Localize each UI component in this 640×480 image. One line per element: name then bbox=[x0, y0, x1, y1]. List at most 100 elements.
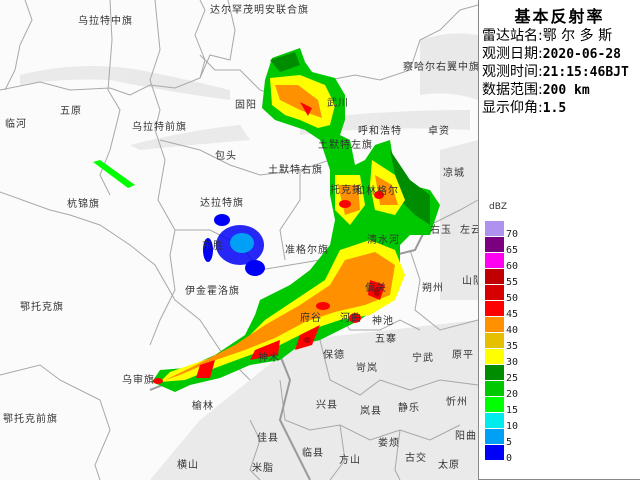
date-label: 观测日期: bbox=[482, 46, 543, 62]
info-panel: 基本反射率 雷达站名:鄂 尔 多 斯 观测日期:2020-06-28 观测时间:… bbox=[478, 0, 640, 480]
place-label: 五原 bbox=[60, 106, 82, 117]
legend-swatch bbox=[485, 365, 504, 380]
place-label: 武川 bbox=[327, 98, 349, 109]
legend-unit: dBZ bbox=[489, 202, 508, 212]
place-label: 偏关 bbox=[365, 283, 387, 294]
place-label: 古交 bbox=[405, 453, 427, 464]
place-label: 左云 bbox=[460, 225, 482, 236]
legend-value: 35 bbox=[506, 341, 519, 352]
elevation-label: 显示仰角: bbox=[482, 100, 543, 116]
legend-value: 0 bbox=[506, 453, 513, 464]
place-label: 静乐 bbox=[398, 403, 420, 414]
place-label: 伊金霍洛旗 bbox=[185, 286, 240, 297]
echo-dark-red bbox=[303, 287, 380, 343]
legend-swatch bbox=[485, 397, 504, 412]
place-label: 神池 bbox=[372, 316, 394, 327]
legend-value: 30 bbox=[506, 357, 519, 368]
date-value: 2020-06-28 bbox=[542, 47, 621, 62]
station-label: 雷达站名: bbox=[482, 28, 543, 44]
place-label: 临河 bbox=[5, 119, 27, 130]
place-label: 朔州 bbox=[422, 283, 444, 294]
place-label: 宁武 bbox=[412, 353, 434, 364]
place-label: 兴县 bbox=[316, 400, 338, 411]
place-label: 清水河 bbox=[367, 235, 400, 246]
legend-value: 60 bbox=[506, 261, 519, 272]
legend-value: 15 bbox=[506, 405, 519, 416]
place-label: 忻州 bbox=[446, 397, 468, 408]
legend-swatch bbox=[485, 445, 504, 460]
place-label: 方山 bbox=[339, 455, 361, 466]
elevation-row: 显示仰角:1.5 bbox=[482, 100, 566, 117]
place-label: 和林格尔 bbox=[355, 186, 399, 197]
echo-light-blue bbox=[230, 233, 254, 253]
legend-swatch bbox=[485, 333, 504, 348]
place-label: 娄烦 bbox=[378, 438, 400, 449]
place-label: 土默特右旗 bbox=[268, 165, 323, 176]
time-value: 21:15:46BJT bbox=[542, 65, 629, 80]
place-label: 山阴 bbox=[462, 276, 484, 287]
echo-green-weak bbox=[93, 160, 135, 188]
legend-value: 65 bbox=[506, 245, 519, 256]
place-label: 乌拉特中旗 bbox=[78, 16, 133, 27]
legend-value: 10 bbox=[506, 421, 519, 432]
legend-swatch bbox=[485, 285, 504, 300]
range-value: 200 km bbox=[542, 83, 590, 98]
place-label: 太原 bbox=[438, 460, 460, 471]
place-label: 乌拉特前旗 bbox=[132, 122, 187, 133]
echo-red bbox=[153, 102, 385, 384]
place-label: 五寨 bbox=[375, 334, 397, 345]
legend-value: 45 bbox=[506, 309, 519, 320]
legend-swatch bbox=[485, 429, 504, 444]
place-label: 府谷 bbox=[300, 313, 322, 324]
time-label: 观测时间: bbox=[482, 64, 543, 80]
place-label: 米脂 bbox=[252, 463, 274, 474]
legend-value: 40 bbox=[506, 325, 519, 336]
place-label: 保德 bbox=[323, 350, 345, 361]
place-label: 卓资 bbox=[428, 126, 450, 137]
legend-value: 20 bbox=[506, 389, 519, 400]
place-label: 包头 bbox=[215, 151, 237, 162]
legend-value: 55 bbox=[506, 277, 519, 288]
legend-swatch bbox=[485, 317, 504, 332]
place-label: 凉城 bbox=[443, 168, 465, 179]
elevation-value: 1.5 bbox=[542, 101, 567, 116]
place-label: 鄂托克旗 bbox=[20, 302, 64, 313]
place-label: 固阳 bbox=[235, 100, 257, 111]
panel-title: 基本反射率 bbox=[514, 7, 605, 26]
place-label: 察哈尔右翼中旗 bbox=[403, 62, 480, 73]
place-label: 临县 bbox=[302, 448, 324, 459]
place-label: 鄂托克前旗 bbox=[3, 414, 58, 425]
station-row: 雷达站名:鄂 尔 多 斯 bbox=[482, 28, 612, 44]
place-label: 神木 bbox=[258, 353, 280, 364]
legend-swatch bbox=[485, 253, 504, 268]
place-label: 原平 bbox=[452, 350, 474, 361]
legend-value: 70 bbox=[506, 229, 519, 240]
place-label: 河曲 bbox=[340, 313, 362, 324]
place-label: 横山 bbox=[177, 460, 199, 471]
legend-swatch bbox=[485, 221, 504, 236]
place-label: 杭锦旗 bbox=[67, 199, 100, 210]
station-value: 鄂 尔 多 斯 bbox=[542, 28, 613, 44]
place-label: 达尔罕茂明安联合旗 bbox=[210, 5, 309, 16]
place-label: 东胜 bbox=[202, 241, 224, 252]
legend-swatch bbox=[485, 413, 504, 428]
legend-swatch bbox=[485, 301, 504, 316]
place-label: 佳县 bbox=[257, 433, 279, 444]
range-row: 数据范围:200 km bbox=[482, 82, 590, 99]
legend-swatch bbox=[485, 237, 504, 252]
echo-orange bbox=[165, 85, 398, 380]
place-label: 岢岚 bbox=[356, 363, 378, 374]
place-label: 呼和浩特 bbox=[358, 126, 402, 137]
place-label: 达拉特旗 bbox=[200, 198, 244, 209]
place-label: 准格尔旗 bbox=[285, 245, 329, 256]
place-label: 右玉 bbox=[430, 225, 452, 236]
range-label: 数据范围: bbox=[482, 82, 543, 98]
legend-swatch bbox=[485, 381, 504, 396]
time-row: 观测时间:21:15:46BJT bbox=[482, 64, 629, 81]
legend-swatch bbox=[485, 269, 504, 284]
date-row: 观测日期:2020-06-28 bbox=[482, 46, 621, 63]
place-label: 阳曲 bbox=[455, 431, 477, 442]
place-label: 榆林 bbox=[192, 401, 214, 412]
legend-value: 5 bbox=[506, 437, 513, 448]
place-label: 土默特左旗 bbox=[318, 140, 373, 151]
